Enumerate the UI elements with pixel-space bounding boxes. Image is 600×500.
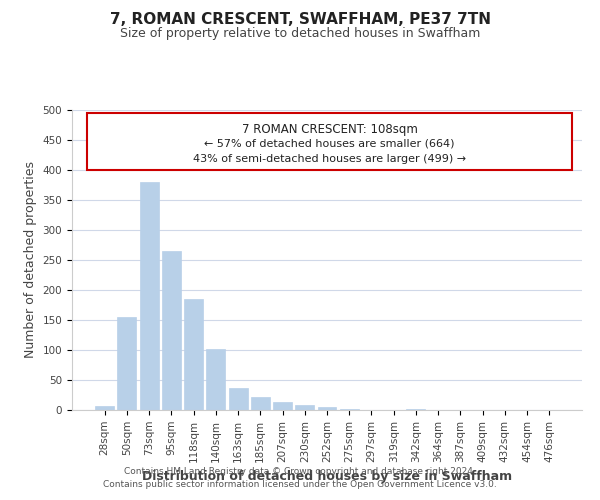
Bar (140, 182, 158, 410)
Bar (340, 409, 359, 410)
Bar (184, 299, 203, 410)
Text: Contains public sector information licensed under the Open Government Licence v3: Contains public sector information licen… (103, 480, 497, 489)
Text: 7, ROMAN CRESCENT, SWAFFHAM, PE37 7TN: 7, ROMAN CRESCENT, SWAFFHAM, PE37 7TN (110, 12, 491, 28)
Bar (206, 349, 225, 410)
Text: 7 ROMAN CRESCENT: 108sqm: 7 ROMAN CRESCENT: 108sqm (242, 124, 418, 136)
Text: Contains HM Land Registry data © Crown copyright and database right 2024.: Contains HM Land Registry data © Crown c… (124, 467, 476, 476)
Text: ← 57% of detached houses are smaller (664): ← 57% of detached houses are smaller (66… (204, 138, 455, 148)
Bar (251, 397, 270, 410)
Bar (295, 405, 314, 410)
Bar (317, 407, 337, 410)
Text: 43% of semi-detached houses are larger (499) →: 43% of semi-detached houses are larger (… (193, 154, 466, 164)
Y-axis label: Number of detached properties: Number of detached properties (24, 162, 37, 358)
Bar (162, 251, 181, 410)
X-axis label: Distribution of detached houses by size in Swaffham: Distribution of detached houses by size … (142, 470, 512, 483)
Bar (273, 402, 292, 410)
Bar (229, 388, 248, 410)
Text: Size of property relative to detached houses in Swaffham: Size of property relative to detached ho… (120, 28, 480, 40)
FancyBboxPatch shape (88, 113, 572, 170)
Bar (118, 317, 136, 410)
Bar (95, 406, 114, 410)
